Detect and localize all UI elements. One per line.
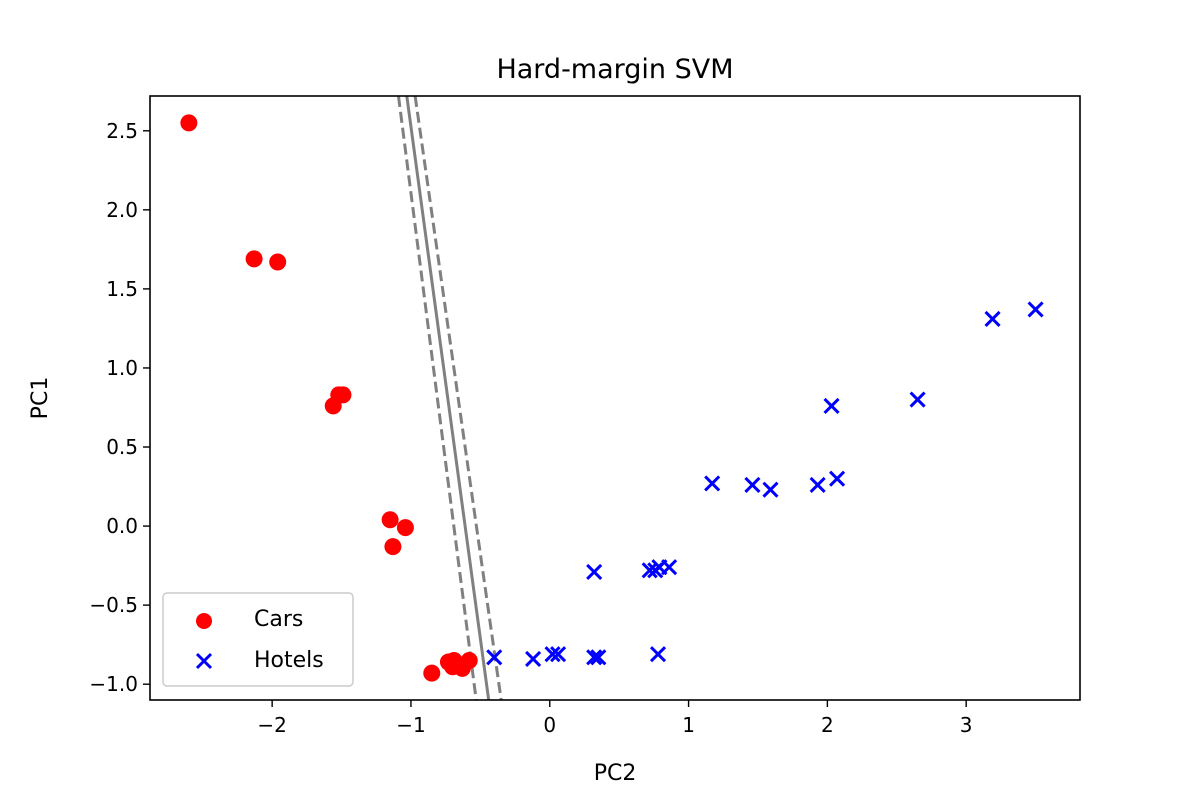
y-axis-ticks: −1.0 −0.5 0.0 0.5 1.0 1.5 2.0 2.5 (89, 119, 150, 696)
cars-point (396, 519, 414, 537)
plot-frame (149, 95, 1081, 701)
cars-point (324, 397, 342, 415)
hotels-point (586, 563, 603, 580)
hotels-point (984, 310, 1001, 328)
legend-frame (162, 592, 354, 687)
legend-cars-marker (196, 613, 212, 629)
hotels-point (641, 562, 658, 579)
margin-line-2 (413, 96, 503, 700)
hotels-point (661, 559, 678, 576)
data-points-group (180, 114, 1044, 682)
cars-point (423, 664, 441, 682)
y-tick-label: 1.5 (106, 277, 138, 301)
hotels-point (525, 650, 542, 667)
decision-boundary-group (396, 96, 503, 700)
hotels-point (809, 476, 826, 494)
cars-point (245, 250, 263, 268)
y-tick-label: −1.0 (89, 672, 138, 696)
hotels-point (649, 646, 667, 663)
hotels-point (744, 476, 761, 494)
x-axis-ticks: −2 −1 0 1 2 3 (257, 700, 973, 737)
x-tick-label: 1 (682, 713, 695, 737)
hotels-point (590, 649, 607, 666)
hotels-point (909, 391, 926, 408)
cars-point (381, 511, 399, 529)
legend-hotels-marker (195, 652, 213, 670)
hotels-point (586, 649, 603, 666)
cars-point (334, 386, 352, 404)
hotels-point (704, 475, 721, 492)
y-tick-label: 1.0 (106, 356, 138, 380)
y-axis-label: PC1 (28, 377, 53, 420)
cars-point (180, 114, 198, 132)
hotels-point (823, 397, 840, 414)
x-tick-label: −1 (396, 713, 425, 737)
cars-point (269, 253, 287, 271)
decision-boundary-line (405, 96, 491, 700)
margin-line-1 (396, 96, 478, 700)
y-tick-label: −0.5 (89, 593, 138, 617)
y-tick-label: 2.0 (106, 198, 138, 222)
legend-hotels-label: Hotels (254, 648, 324, 673)
x-tick-label: 0 (543, 713, 556, 737)
hotels-point (762, 481, 779, 498)
y-tick-label: 0.5 (106, 435, 138, 459)
legend: Cars Hotels (162, 592, 354, 687)
x-tick-label: −2 (257, 713, 286, 737)
cars-point (460, 651, 478, 669)
legend-cars-label: Cars (254, 607, 303, 632)
x-tick-label: 2 (821, 713, 834, 737)
chart-title: Hard-margin SVM (496, 54, 733, 85)
hotels-point (1027, 301, 1044, 318)
y-tick-label: 2.5 (106, 119, 138, 143)
x-axis-label: PC2 (594, 761, 637, 786)
hotels-point (486, 649, 503, 666)
hotels-point (544, 646, 561, 663)
cars-point (384, 538, 402, 556)
x-tick-label: 3 (960, 713, 973, 737)
hotels-point (550, 646, 567, 663)
hotels-point (829, 470, 846, 487)
y-tick-label: 0.0 (106, 514, 138, 538)
